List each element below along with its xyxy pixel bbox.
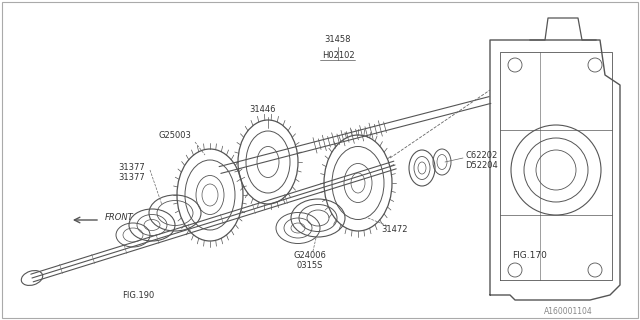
Text: C62202: C62202 (465, 150, 497, 159)
Text: FIG.170: FIG.170 (513, 251, 547, 260)
Text: 31458: 31458 (324, 36, 351, 44)
Text: G25003: G25003 (159, 131, 191, 140)
Text: 31377: 31377 (118, 164, 145, 172)
Text: D52204: D52204 (465, 161, 498, 170)
Text: FRONT: FRONT (105, 213, 134, 222)
Text: A160001104: A160001104 (543, 308, 593, 316)
Text: H02102: H02102 (322, 51, 355, 60)
Text: FIG.190: FIG.190 (122, 291, 154, 300)
Text: 31377: 31377 (118, 173, 145, 182)
Text: G24006: G24006 (294, 251, 326, 260)
Text: 31472: 31472 (381, 226, 408, 235)
Text: 0315S: 0315S (297, 260, 323, 269)
Text: 31446: 31446 (250, 106, 276, 115)
